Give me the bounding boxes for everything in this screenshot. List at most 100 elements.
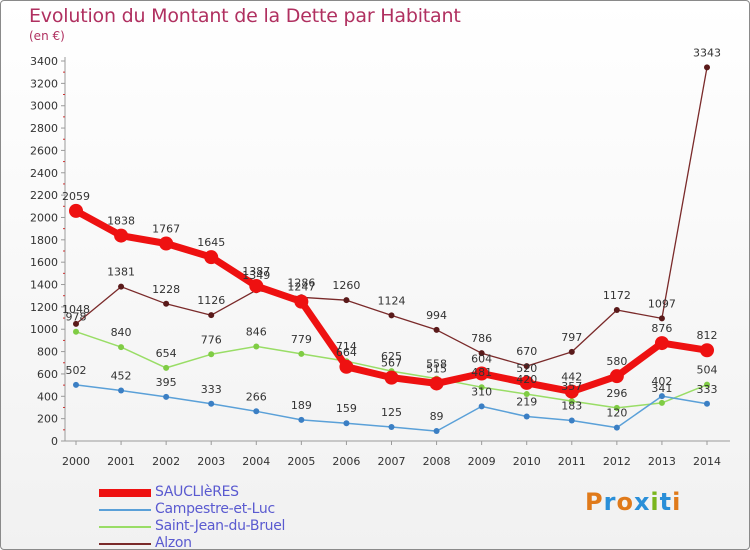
legend-label: Campestre-et-Luc — [155, 501, 275, 517]
data-point — [114, 228, 129, 243]
data-label: 994 — [426, 309, 447, 322]
data-label: 1126 — [197, 294, 225, 307]
data-point — [658, 315, 665, 322]
label-layer: 1048 1381 1228 1126 1349 1286 1260 1124 994 786 67… — [62, 46, 721, 423]
x-tick-label: 2001 — [107, 455, 135, 468]
data-point — [568, 417, 575, 424]
legend-label: Saint-Jean-du-Bruel — [155, 518, 286, 534]
y-tick-label: 3400 — [30, 55, 58, 68]
data-point — [208, 351, 215, 358]
data-point — [609, 369, 624, 384]
series-line-3 — [75, 66, 708, 367]
data-label: 978 — [66, 311, 87, 324]
legend-label: SAUCLIèRES — [155, 484, 239, 500]
data-point — [474, 366, 489, 381]
data-point — [163, 393, 170, 400]
x-tick-label: 2014 — [693, 455, 721, 468]
legend-swatch — [99, 508, 151, 511]
data-point — [343, 420, 350, 427]
data-label: 504 — [697, 364, 718, 377]
data-label: 481 — [471, 366, 492, 379]
data-point — [163, 364, 170, 371]
data-label: 502 — [66, 364, 87, 377]
data-point — [704, 64, 710, 71]
data-label: 1124 — [378, 294, 406, 307]
data-point — [384, 370, 399, 385]
data-point — [388, 424, 395, 431]
x-tick-label: 2000 — [62, 455, 90, 468]
data-point — [700, 343, 714, 358]
data-label: 89 — [430, 410, 444, 423]
data-label: 670 — [516, 345, 537, 358]
legend-swatch — [99, 542, 151, 545]
data-point — [249, 278, 264, 293]
proxiti-logo: Proxiti — [585, 488, 682, 516]
y-tick-label: 3000 — [30, 100, 58, 113]
data-label: 341 — [651, 382, 672, 395]
data-point — [339, 359, 354, 374]
legend-swatch — [99, 488, 151, 497]
data-point — [613, 307, 620, 314]
data-point — [208, 312, 215, 319]
data-point — [204, 250, 219, 265]
data-point — [73, 320, 79, 327]
data-label: 520 — [516, 362, 537, 375]
data-point — [433, 326, 440, 333]
data-label: 395 — [156, 376, 177, 389]
data-label: 219 — [516, 396, 537, 409]
data-label: 1286 — [287, 276, 315, 289]
data-label: 125 — [381, 406, 402, 419]
data-point — [613, 404, 620, 411]
data-label: 1228 — [152, 283, 180, 296]
data-label: 333 — [697, 383, 718, 396]
data-label: 452 — [111, 369, 132, 382]
y-tick-label: 1200 — [30, 301, 58, 314]
data-label: 357 — [561, 380, 582, 393]
y-tick-label: 2600 — [30, 144, 58, 157]
y-tick-label: 2400 — [30, 167, 58, 180]
y-tick-label: 200 — [37, 413, 58, 426]
data-point — [388, 312, 395, 319]
legend-swatch — [99, 525, 151, 528]
data-label: 812 — [697, 329, 718, 342]
data-label: 558 — [426, 358, 447, 371]
data-label: 159 — [336, 402, 357, 415]
data-point — [478, 384, 485, 391]
data-point — [658, 393, 665, 400]
data-point — [73, 328, 79, 335]
data-label: 1381 — [107, 266, 135, 279]
x-tick-label: 2012 — [603, 455, 631, 468]
y-tick-label: 600 — [37, 368, 58, 381]
data-point — [613, 424, 620, 431]
y-tick-label: 0 — [51, 435, 58, 448]
chart-title: Evolution du Montant de la Dette par Hab… — [29, 5, 461, 27]
data-point — [568, 398, 575, 405]
data-point — [564, 384, 579, 399]
data-point — [523, 391, 530, 398]
data-point — [478, 403, 485, 410]
x-tick-label: 2003 — [197, 455, 225, 468]
data-point — [523, 363, 530, 370]
data-label: 183 — [561, 400, 582, 413]
data-point — [704, 400, 710, 407]
x-tick-label: 2010 — [513, 455, 541, 468]
data-label: 567 — [381, 357, 402, 370]
data-label: 1172 — [603, 289, 631, 302]
data-label: 846 — [246, 325, 267, 338]
data-label: 840 — [111, 326, 132, 339]
data-point — [519, 375, 534, 390]
data-label: 515 — [426, 362, 447, 375]
data-point — [523, 413, 530, 420]
data-label: 1838 — [107, 215, 135, 228]
data-point — [568, 348, 575, 355]
data-label: 654 — [156, 347, 177, 360]
data-label: 402 — [651, 375, 672, 388]
y-tick-label: 2800 — [30, 122, 58, 135]
x-tick-label: 2009 — [468, 455, 496, 468]
x-tick-label: 2013 — [648, 455, 676, 468]
x-tick-label: 2002 — [152, 455, 180, 468]
data-label: 296 — [606, 387, 627, 400]
data-label: 1645 — [197, 236, 225, 249]
